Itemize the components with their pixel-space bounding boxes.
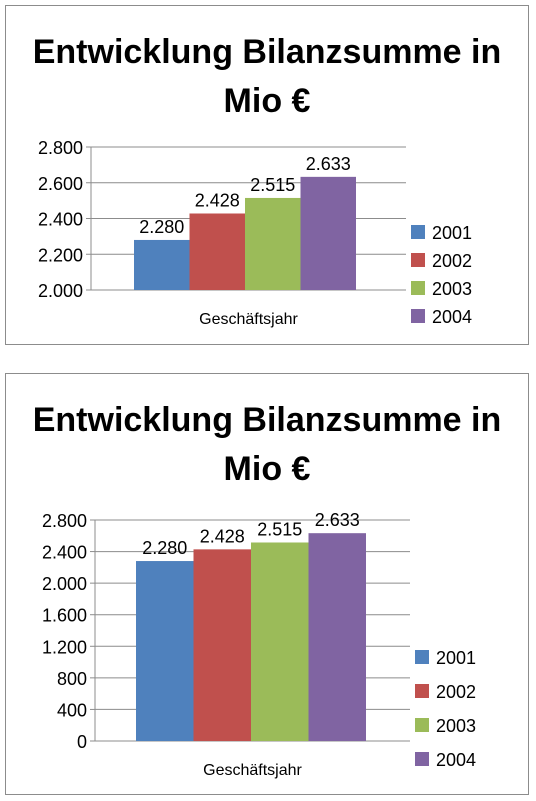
data-label: 2.280 — [139, 217, 184, 237]
y-tick-label: 2.000 — [42, 574, 87, 594]
legend-swatch-2001 — [411, 225, 425, 239]
y-tick-label: 2.800 — [38, 138, 83, 158]
chart-top: Entwicklung Bilanzsumme in Mio € 2.000 2.… — [5, 5, 529, 345]
y-tick-label: 800 — [57, 669, 87, 689]
chart-plot: 0 400 800 1.200 1.600 2.000 2.400 2.800 2.280 2.4… — [42, 510, 476, 779]
legend-swatch-2004 — [411, 309, 425, 323]
bar-2004 — [308, 533, 366, 741]
bar-2003 — [251, 542, 309, 741]
legend-swatch-2001 — [415, 650, 429, 664]
legend-label: 2004 — [432, 307, 472, 327]
data-label: 2.633 — [306, 154, 351, 174]
y-tick-label: 2.600 — [38, 174, 83, 194]
y-tick-label: 2.400 — [42, 543, 87, 563]
legend-label: 2003 — [436, 716, 476, 736]
legend-swatch-2003 — [415, 718, 429, 732]
legend-label: 2001 — [436, 648, 476, 668]
bar-2001 — [136, 561, 194, 741]
chart-title: Entwicklung Bilanzsumme in Mio € — [32, 401, 502, 488]
legend-label: 2002 — [432, 251, 472, 271]
bar-2001 — [134, 239, 190, 290]
bar-2002 — [193, 549, 251, 741]
legend-swatch-2003 — [411, 281, 425, 295]
x-axis-label: Geschäftsjahr — [203, 762, 302, 779]
data-label: 2.515 — [250, 175, 295, 195]
legend-label: 2001 — [432, 223, 472, 243]
legend-swatch-2002 — [411, 253, 425, 267]
bar-2002 — [189, 213, 245, 290]
chart-bottom: Entwicklung Bilanzsumme in Mio € 0 400 800… — [5, 373, 529, 795]
x-axis-label: Geschäftsjahr — [199, 311, 298, 328]
y-tick-label: 2.800 — [42, 511, 87, 531]
data-label: 2.633 — [315, 510, 360, 530]
y-tick-label: 400 — [57, 700, 87, 720]
chart-plot: 2.000 2.200 2.400 2.600 2.800 2.280 2.428 2.515… — [38, 138, 472, 328]
chart-title: Entwicklung Bilanzsumme in Mio € — [32, 33, 502, 120]
y-tick-label: 1.600 — [42, 606, 87, 626]
bar-2004 — [300, 176, 356, 290]
y-tick-label: 2.000 — [38, 281, 83, 301]
legend-label: 2003 — [432, 279, 472, 299]
y-tick-label: 1.200 — [42, 637, 87, 657]
bar-2003 — [245, 197, 301, 290]
legend-label: 2002 — [436, 682, 476, 702]
data-label: 2.280 — [142, 538, 187, 558]
legend-label: 2004 — [436, 750, 476, 770]
y-tick-label: 2.400 — [38, 210, 83, 230]
data-label: 2.515 — [257, 519, 302, 539]
data-label: 2.428 — [195, 190, 240, 210]
y-tick-label: 2.200 — [38, 245, 83, 265]
data-label: 2.428 — [200, 526, 245, 546]
legend-swatch-2004 — [415, 752, 429, 766]
legend-swatch-2002 — [415, 684, 429, 698]
y-tick-label: 0 — [77, 732, 87, 752]
